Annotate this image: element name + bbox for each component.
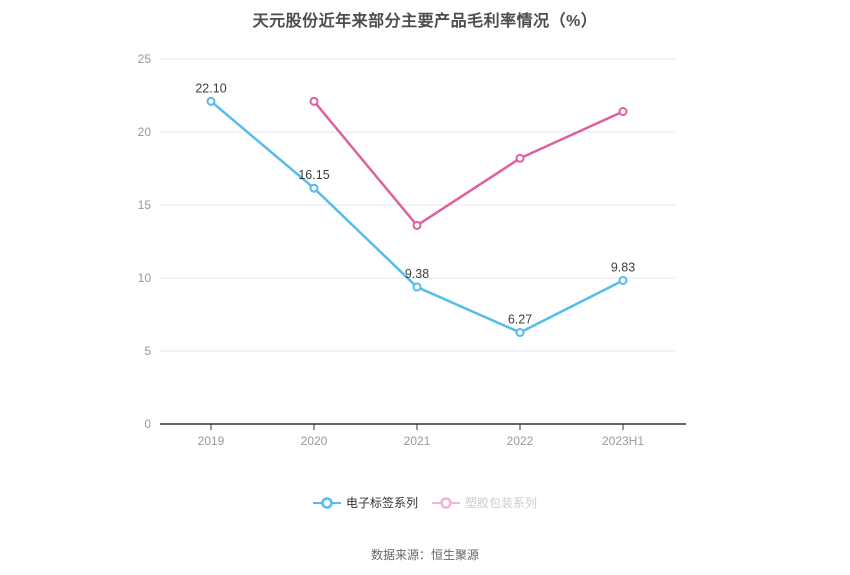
data-point[interactable] — [206, 96, 216, 106]
y-tick-label: 0 — [144, 417, 151, 431]
legend-line-marker-icon — [312, 496, 341, 509]
x-tick-label: 2021 — [404, 434, 431, 448]
data-point[interactable] — [515, 153, 525, 163]
x-tick-label: 2023H1 — [602, 434, 644, 448]
data-label: 9.38 — [405, 267, 429, 281]
x-tick-label: 2022 — [507, 434, 534, 448]
data-label: 22.10 — [195, 81, 226, 95]
data-label: 6.27 — [508, 312, 532, 326]
y-tick-label: 20 — [138, 125, 152, 139]
data-source: 数据来源：恒生聚源 — [370, 548, 479, 562]
chart-title: 天元股份近年来部分主要产品毛利率情况（%） — [252, 13, 598, 30]
data-point[interactable] — [515, 327, 525, 337]
legend-label: 塑胶包装系列 — [465, 496, 538, 510]
y-tick-label: 25 — [138, 52, 152, 66]
series-line-0 — [209, 100, 625, 334]
legend-item-0[interactable]: 电子标签系列 — [312, 494, 418, 511]
data-label: 9.83 — [611, 260, 635, 274]
line-chart-canvas: 0 5 10 15 20 25 2019 2020 2021 2022 2023H1 22.10 16.… — [138, 52, 686, 448]
data-label: 16.15 — [298, 168, 329, 182]
data-point[interactable] — [618, 107, 628, 117]
data-point[interactable] — [412, 220, 422, 230]
chart-legend: 电子标签系列 塑胶包装系列 — [0, 494, 850, 511]
y-tick-label: 5 — [144, 344, 151, 358]
legend-label: 电子标签系列 — [345, 496, 418, 510]
series-line-1 — [312, 100, 625, 227]
data-point[interactable] — [309, 96, 319, 106]
data-point[interactable] — [618, 275, 628, 285]
y-tick-label: 15 — [138, 198, 152, 212]
data-point[interactable] — [412, 282, 422, 292]
data-point[interactable] — [309, 183, 319, 193]
legend-item-1[interactable]: 塑胶包装系列 — [432, 494, 537, 511]
y-tick-label: 10 — [138, 271, 152, 285]
legend-line-marker-icon — [432, 496, 460, 509]
x-tick-label: 2019 — [198, 434, 225, 448]
x-tick-label: 2020 — [301, 434, 328, 448]
